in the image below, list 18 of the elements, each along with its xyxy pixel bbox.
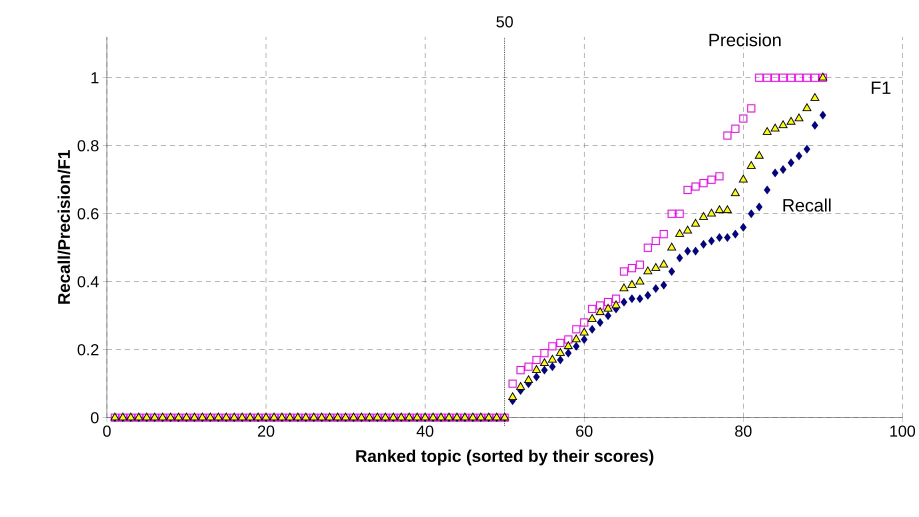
y-tick-label: 0.8 xyxy=(78,140,98,152)
x-tick-label: 60 xyxy=(576,426,592,437)
y-tick-label: 0.4 xyxy=(78,276,99,288)
y-tick-label: 0.2 xyxy=(78,344,98,356)
y-tick-label: 0 xyxy=(90,412,99,424)
x-tick-label: 20 xyxy=(258,426,274,437)
x-axis-title: Ranked topic (sorted by their scores) xyxy=(356,450,654,466)
x-tick-label: 40 xyxy=(416,426,434,437)
x-tick-label: 100 xyxy=(890,426,916,437)
x-tick-label: 0 xyxy=(103,426,111,437)
x-tick-label: 80 xyxy=(735,426,752,437)
series-label: Recall xyxy=(783,198,831,212)
series-label: Precision xyxy=(710,33,781,47)
y-axis-title: Recall/Precision/F1 xyxy=(58,150,70,304)
y-tick-label: 0.6 xyxy=(78,208,98,220)
text: F1 xyxy=(872,82,890,94)
ref-line-label: 50 xyxy=(496,16,513,28)
y-tick-label: 1 xyxy=(92,72,98,84)
